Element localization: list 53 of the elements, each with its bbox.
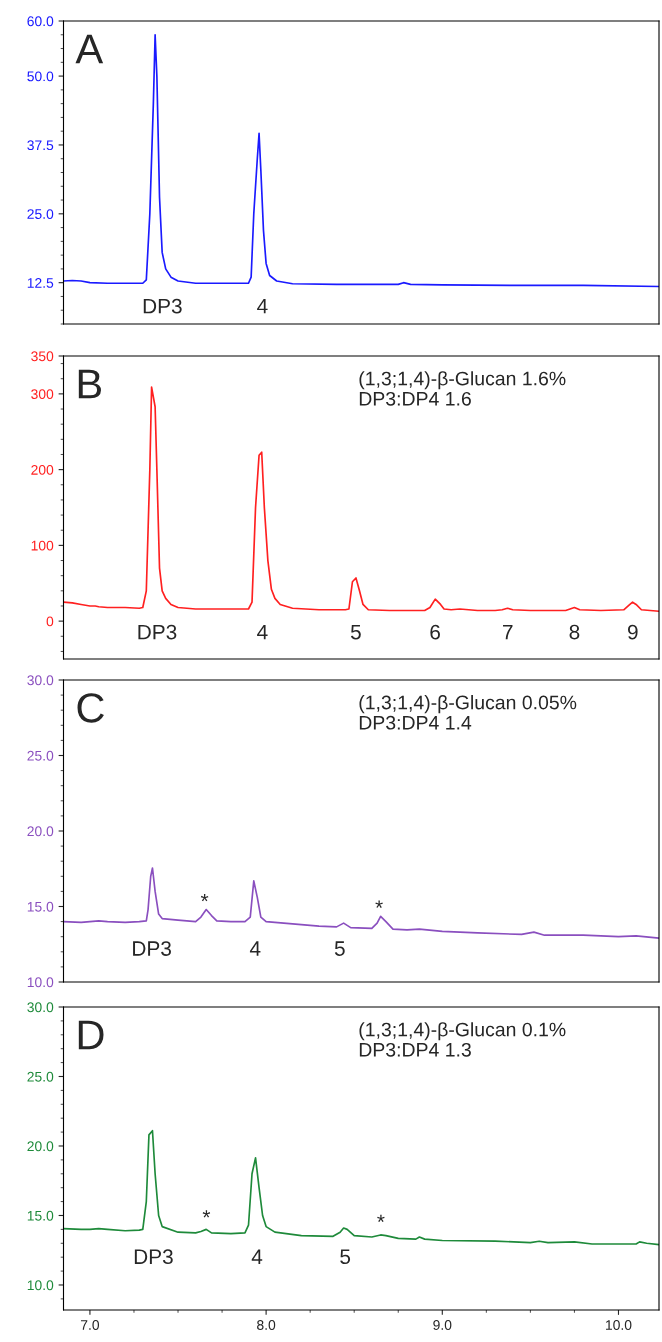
y-tick-label: 60.0 [27, 16, 54, 27]
annotation: * [375, 900, 383, 908]
annotation: DP3 [138, 624, 177, 640]
y-tick-label: 20.0 [27, 1141, 54, 1152]
annotation: 4 [249, 941, 261, 956]
y-tick-label: 37.5 [27, 140, 54, 151]
line-series [63, 33, 659, 288]
text: (1,3;1,4)-β-Glucan 1.6% DP3:DP4 1.6 [359, 371, 566, 406]
annotation: 7 [503, 624, 513, 640]
y-tick-label: 25.0 [27, 750, 54, 761]
x-tick-label: 8.0 [257, 1320, 276, 1330]
y-tick-label: 350 [31, 351, 54, 362]
y-tick-label: 50.0 [27, 71, 54, 82]
chart-title: B [78, 369, 101, 399]
annotation: 5 [350, 624, 361, 640]
annotation: 9 [627, 624, 638, 640]
y-tick-label: 30.0 [27, 675, 54, 686]
y-tick-label: 15.0 [27, 901, 54, 912]
annotation: * [200, 893, 209, 902]
y-tick-label: 12.5 [27, 278, 54, 288]
line-series [63, 867, 659, 940]
annotation: DP3 [133, 941, 171, 956]
y-tick-label: 15.0 [27, 1210, 54, 1221]
annotation: 4 [257, 299, 268, 314]
text: (1,3;1,4)-β-Glucan 0.1% DP3:DP4 1.3 [359, 1022, 566, 1057]
y-tick-label: 20.0 [27, 826, 54, 837]
y-tick-label: 300 [31, 389, 54, 400]
annotation: DP3 [134, 1249, 173, 1265]
annotation: DP3 [143, 298, 182, 314]
y-tick-label: 100 [31, 540, 54, 551]
chart-title: D [78, 1020, 104, 1050]
y-tick-label: 25.0 [27, 1071, 54, 1082]
x-tick-label: 10.0 [606, 1320, 632, 1330]
annotation: 5 [334, 941, 345, 956]
y-tick-label: 0 [46, 616, 54, 627]
annotation: 6 [430, 624, 440, 640]
y-tick-label: 10.0 [27, 1280, 54, 1291]
annotation: 4 [251, 1249, 263, 1264]
x-tick-label: 7.0 [80, 1320, 100, 1330]
annotation: 5 [340, 1249, 351, 1265]
text: (1,3;1,4)-β-Glucan 0.05% DP3:DP4 1.4 [359, 695, 577, 730]
y-tick-label: 25.0 [27, 209, 54, 219]
annotation: * [377, 1214, 385, 1223]
y-tick-label: 30.0 [27, 1002, 54, 1013]
annotation: 8 [569, 624, 580, 640]
chart-title: A [75, 34, 104, 64]
annotation: * [202, 1210, 211, 1218]
chart-title: C [77, 693, 104, 723]
y-tick-label: 200 [31, 464, 54, 475]
x-tick-label: 9.0 [433, 1320, 452, 1330]
line-series [63, 1129, 659, 1246]
annotation: 4 [257, 624, 268, 640]
y-tick-label: 10.0 [27, 977, 54, 988]
